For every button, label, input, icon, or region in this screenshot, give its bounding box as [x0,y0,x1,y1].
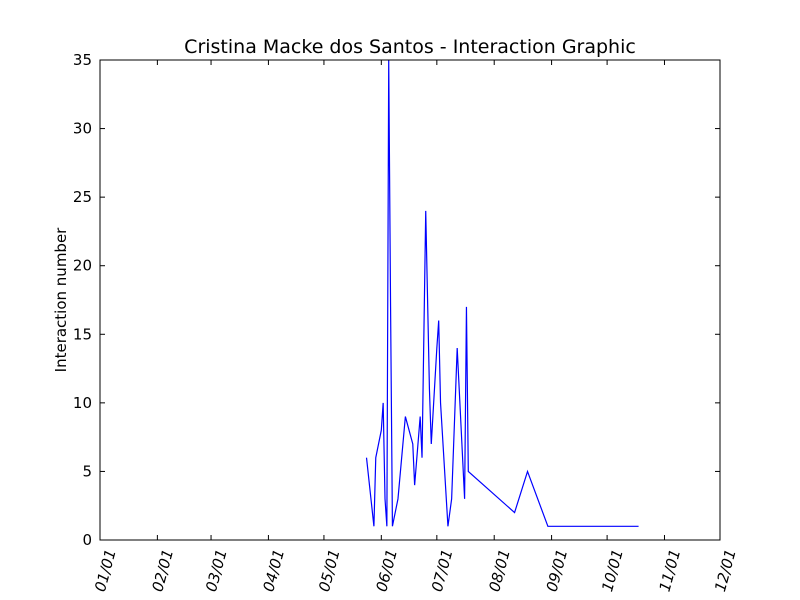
tick-label-layer: 01/01 02/01 03/01 04/01 05/01 06/01 07/01 08/01… [73,51,740,594]
x-tick-label: 09/01 [543,547,572,593]
y-tick-label: 0 [82,531,92,549]
x-tick-label: 06/01 [372,547,401,593]
y-axis-label: Interaction number [52,227,70,373]
x-tick-label: 02/01 [148,547,177,593]
y-tick-label: 25 [73,188,92,206]
x-tick-label: 12/01 [711,547,740,593]
x-tick-label: 10/01 [598,547,627,593]
tick-layer [99,59,721,541]
x-tick-label: 03/01 [202,547,231,593]
series-line-0 [365,59,639,527]
x-tick-label: 01/01 [91,547,120,593]
x-tick-label: 11/01 [656,547,685,593]
y-tick-label: 10 [73,394,92,412]
plot-area-frame [99,59,721,541]
y-tick-label: 20 [73,257,92,275]
chart-title: Cristina Macke dos Santos - Interaction … [184,36,636,58]
series-layer [365,59,639,527]
x-tick-label: 04/01 [260,547,289,593]
y-tick-label: 5 [82,462,92,480]
y-tick-label: 30 [73,120,92,138]
y-tick-label: 35 [73,51,92,69]
x-tick-label: 07/01 [428,547,457,593]
x-tick-label: 05/01 [315,547,344,593]
x-tick-label: 08/01 [485,547,514,593]
y-tick-label: 15 [73,325,92,343]
